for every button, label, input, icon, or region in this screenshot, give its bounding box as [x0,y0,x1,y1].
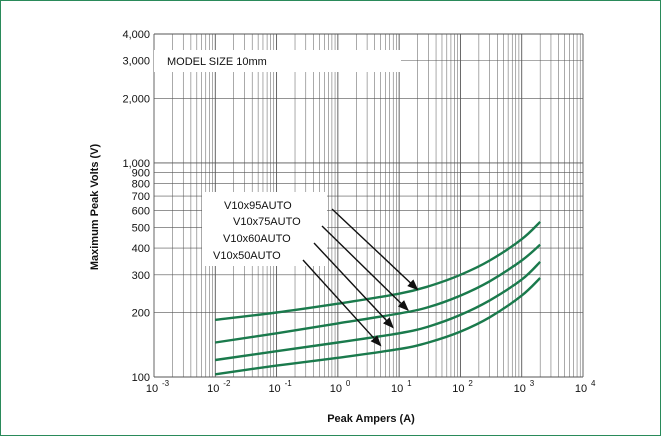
y-tick-label: 800 [132,179,150,191]
series-label-arrow [313,242,394,329]
series-line [215,221,542,321]
x-tick-exponent: -3 [162,379,170,388]
title-box: MODEL SIZE 10mm [154,50,401,72]
x-tick-label: 10 [146,383,158,395]
series-label: V10x95AUTO [224,200,292,212]
x-tick-label: 10 [207,383,219,395]
y-axis-title: Maximum Peak Volts (V) [89,144,101,271]
x-tick-label: 10 [514,383,526,395]
series-label-arrow [331,208,419,291]
x-tick-label: 10 [330,383,342,395]
y-tick-label: 4,000 [122,29,150,41]
y-tick-label: 600 [132,205,150,217]
annotation-layer: V10x95AUTO V10x75AUTO V10x60AUTO V10x50AUTO [202,192,419,347]
y-tick-label: 900 [132,168,150,180]
x-tick-label: 10 [391,383,403,395]
series-label: V10x50AUTO [213,250,281,262]
chart-title: MODEL SIZE 10mm [167,56,267,68]
series-label: V10x75AUTO [233,216,301,228]
x-tick-exponent: -1 [285,379,293,388]
series-label-arrow [321,225,409,312]
x-tick-exponent: 3 [530,379,535,388]
x-tick-exponent: 0 [346,379,351,388]
x-tick-label: 10 [452,383,464,395]
x-tick-exponent: 4 [591,379,596,388]
y-tick-label: 200 [132,308,150,320]
series-label: V10x60AUTO [223,233,291,245]
series-line [215,243,541,344]
series-label-arrow [302,259,382,347]
y-tick-label: 1,000 [122,158,150,170]
x-tick-label: 10 [575,383,587,395]
y-tick-label: 700 [132,191,150,203]
y-tick-label: 500 [132,222,150,234]
x-axis-title: Peak Ampers (A) [327,413,415,425]
series-line [215,277,542,376]
x-tick-exponent: -2 [223,379,231,388]
x-tick-exponent: 1 [407,379,412,388]
y-tick-label: 300 [132,270,150,282]
annotation-background [202,192,327,266]
title-background [154,50,401,72]
y-tick-label: 2,000 [122,93,150,105]
x-tick-label: 10 [268,383,280,395]
y-tick-label: 3,000 [122,56,150,68]
series-line [215,261,542,362]
y-tick-label: 100 [132,372,150,384]
y-tick-label: 400 [132,243,150,255]
series-layer [215,221,542,376]
x-tick-exponent: 2 [468,379,473,388]
tick-labels: 1002003004005006007008009001,0002,0003,0… [122,29,596,395]
